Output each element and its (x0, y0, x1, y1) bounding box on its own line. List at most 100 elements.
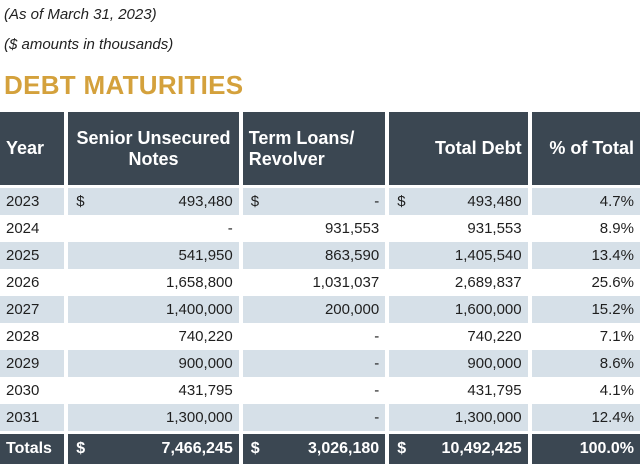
term-cell: - (242, 350, 386, 377)
term-cell: - (243, 377, 385, 404)
senior-cell: 431,795 (68, 377, 239, 404)
total-value: 931,553 (467, 220, 522, 237)
total-cell: 2,689,837 (389, 269, 527, 296)
currency-symbol: $ (76, 440, 86, 457)
term-value: - (374, 382, 380, 399)
header-percent-of-total: % of Total (531, 112, 640, 188)
senior-value: 900,000 (178, 355, 233, 372)
table-row: 2031 1,300,000 - 1,300,000 12.4% (0, 404, 640, 431)
currency-symbol: $ (397, 193, 406, 210)
senior-cell: - (68, 215, 239, 242)
senior-value: 1,400,000 (166, 301, 233, 318)
table-row: 2025 541,950 863,590 1,405,540 13.4% (0, 242, 640, 269)
percent-cell: 13.4% (531, 242, 640, 269)
year-cell: 2026 (6, 274, 40, 291)
total-cell: 1,300,000 (389, 404, 528, 431)
year-cell: 2031 (0, 404, 65, 431)
debt-maturities-table: Year Senior Unsecured Notes Term Loans/ … (0, 112, 640, 464)
total-cell: 1,405,540 (389, 242, 528, 269)
percent-cell: 7.1% (599, 328, 634, 345)
header-year: Year (0, 112, 65, 188)
currency-symbol: $ (397, 440, 407, 457)
year-cell: 2025 (0, 242, 65, 269)
total-value: 431,795 (467, 382, 522, 399)
senior-cell: 541,950 (68, 242, 239, 269)
term-value: - (374, 328, 380, 345)
term-value: 863,590 (324, 247, 380, 264)
header-senior-unsecured-notes: Senior Unsecured Notes (68, 112, 239, 188)
term-cell: 931,553 (243, 215, 385, 242)
totals-row: Totals $7,466,245 $3,026,180 $10,492,425… (0, 431, 640, 464)
year-cell: 2024 (6, 220, 40, 237)
term-cell: 1,031,037 (243, 269, 385, 296)
total-cell: 740,220 (389, 323, 527, 350)
total-value: 740,220 (467, 328, 522, 345)
percent-cell: 8.6% (531, 350, 640, 377)
term-cell: 863,590 (242, 242, 386, 269)
term-value: 200,000 (324, 301, 380, 318)
total-value: 900,000 (467, 355, 522, 372)
total-cell: 931,553 (389, 215, 527, 242)
term-value: 931,553 (324, 220, 380, 237)
senior-value: 431,795 (178, 382, 233, 399)
table-row: 2023 $493,480 $ - $493,480 4.7% (0, 188, 640, 215)
term-value: - (374, 355, 380, 372)
units-note: ($ amounts in thousands) (4, 36, 174, 53)
year-cell: 2023 (0, 188, 65, 215)
percent-cell: 12.4% (531, 404, 640, 431)
currency-symbol: $ (250, 440, 260, 457)
senior-cell: 1,400,000 (68, 296, 239, 323)
totals-senior: $7,466,245 (68, 431, 239, 464)
percent-cell: 4.7% (531, 188, 640, 215)
percent-cell: 25.6% (591, 274, 634, 291)
total-cell: 431,795 (389, 377, 527, 404)
percent-cell: 15.2% (531, 296, 640, 323)
totals-term-value: 3,026,180 (308, 440, 380, 457)
senior-value: 1,300,000 (166, 409, 233, 426)
table-row: 2030 431,795 - 431,795 4.1% (0, 377, 640, 404)
total-cell: 1,600,000 (389, 296, 528, 323)
total-cell: $493,480 (389, 188, 528, 215)
table-row: 2026 1,658,800 1,031,037 2,689,837 25.6% (0, 269, 640, 296)
percent-cell: 4.1% (599, 382, 634, 399)
senior-cell: $493,480 (68, 188, 239, 215)
senior-cell: 740,220 (68, 323, 239, 350)
year-cell: 2028 (6, 328, 40, 345)
year-cell: 2030 (6, 382, 40, 399)
senior-cell: 900,000 (68, 350, 239, 377)
as-of-note: (As of March 31, 2023) (4, 6, 157, 23)
term-value: - (374, 193, 380, 210)
senior-value: 1,658,800 (166, 274, 233, 291)
term-cell: - (243, 323, 385, 350)
totals-label: Totals (0, 431, 65, 464)
term-cell: - (242, 404, 386, 431)
term-cell: 200,000 (242, 296, 386, 323)
total-value: 1,405,540 (454, 247, 522, 264)
senior-value: - (227, 220, 233, 237)
table-row: 2029 900,000 - 900,000 8.6% (0, 350, 640, 377)
header-total-debt: Total Debt (389, 112, 528, 188)
term-value: - (374, 409, 380, 426)
currency-symbol: $ (76, 193, 85, 210)
header-term-loans-revolver: Term Loans/ Revolver (242, 112, 386, 188)
totals-term: $3,026,180 (242, 431, 386, 464)
year-cell: 2029 (0, 350, 65, 377)
term-value: 1,031,037 (312, 274, 380, 291)
currency-symbol: $ (250, 193, 260, 210)
totals-total: $10,492,425 (389, 431, 528, 464)
senior-cell: 1,300,000 (68, 404, 239, 431)
senior-cell: 1,658,800 (68, 269, 239, 296)
totals-total-value: 10,492,425 (441, 440, 522, 457)
table-row: 2028 740,220 - 740,220 7.1% (0, 323, 640, 350)
year-cell: 2027 (0, 296, 65, 323)
term-cell: $ - (242, 188, 386, 215)
percent-cell: 8.9% (599, 220, 634, 237)
total-value: 2,689,837 (454, 274, 522, 291)
totals-percent: 100.0% (531, 431, 640, 464)
senior-value: 541,950 (178, 247, 233, 264)
total-cell: 900,000 (389, 350, 528, 377)
total-value: 1,300,000 (454, 409, 522, 426)
table-row: 2027 1,400,000 200,000 1,600,000 15.2% (0, 296, 640, 323)
totals-senior-value: 7,466,245 (161, 440, 233, 457)
header-row: Year Senior Unsecured Notes Term Loans/ … (0, 112, 640, 188)
